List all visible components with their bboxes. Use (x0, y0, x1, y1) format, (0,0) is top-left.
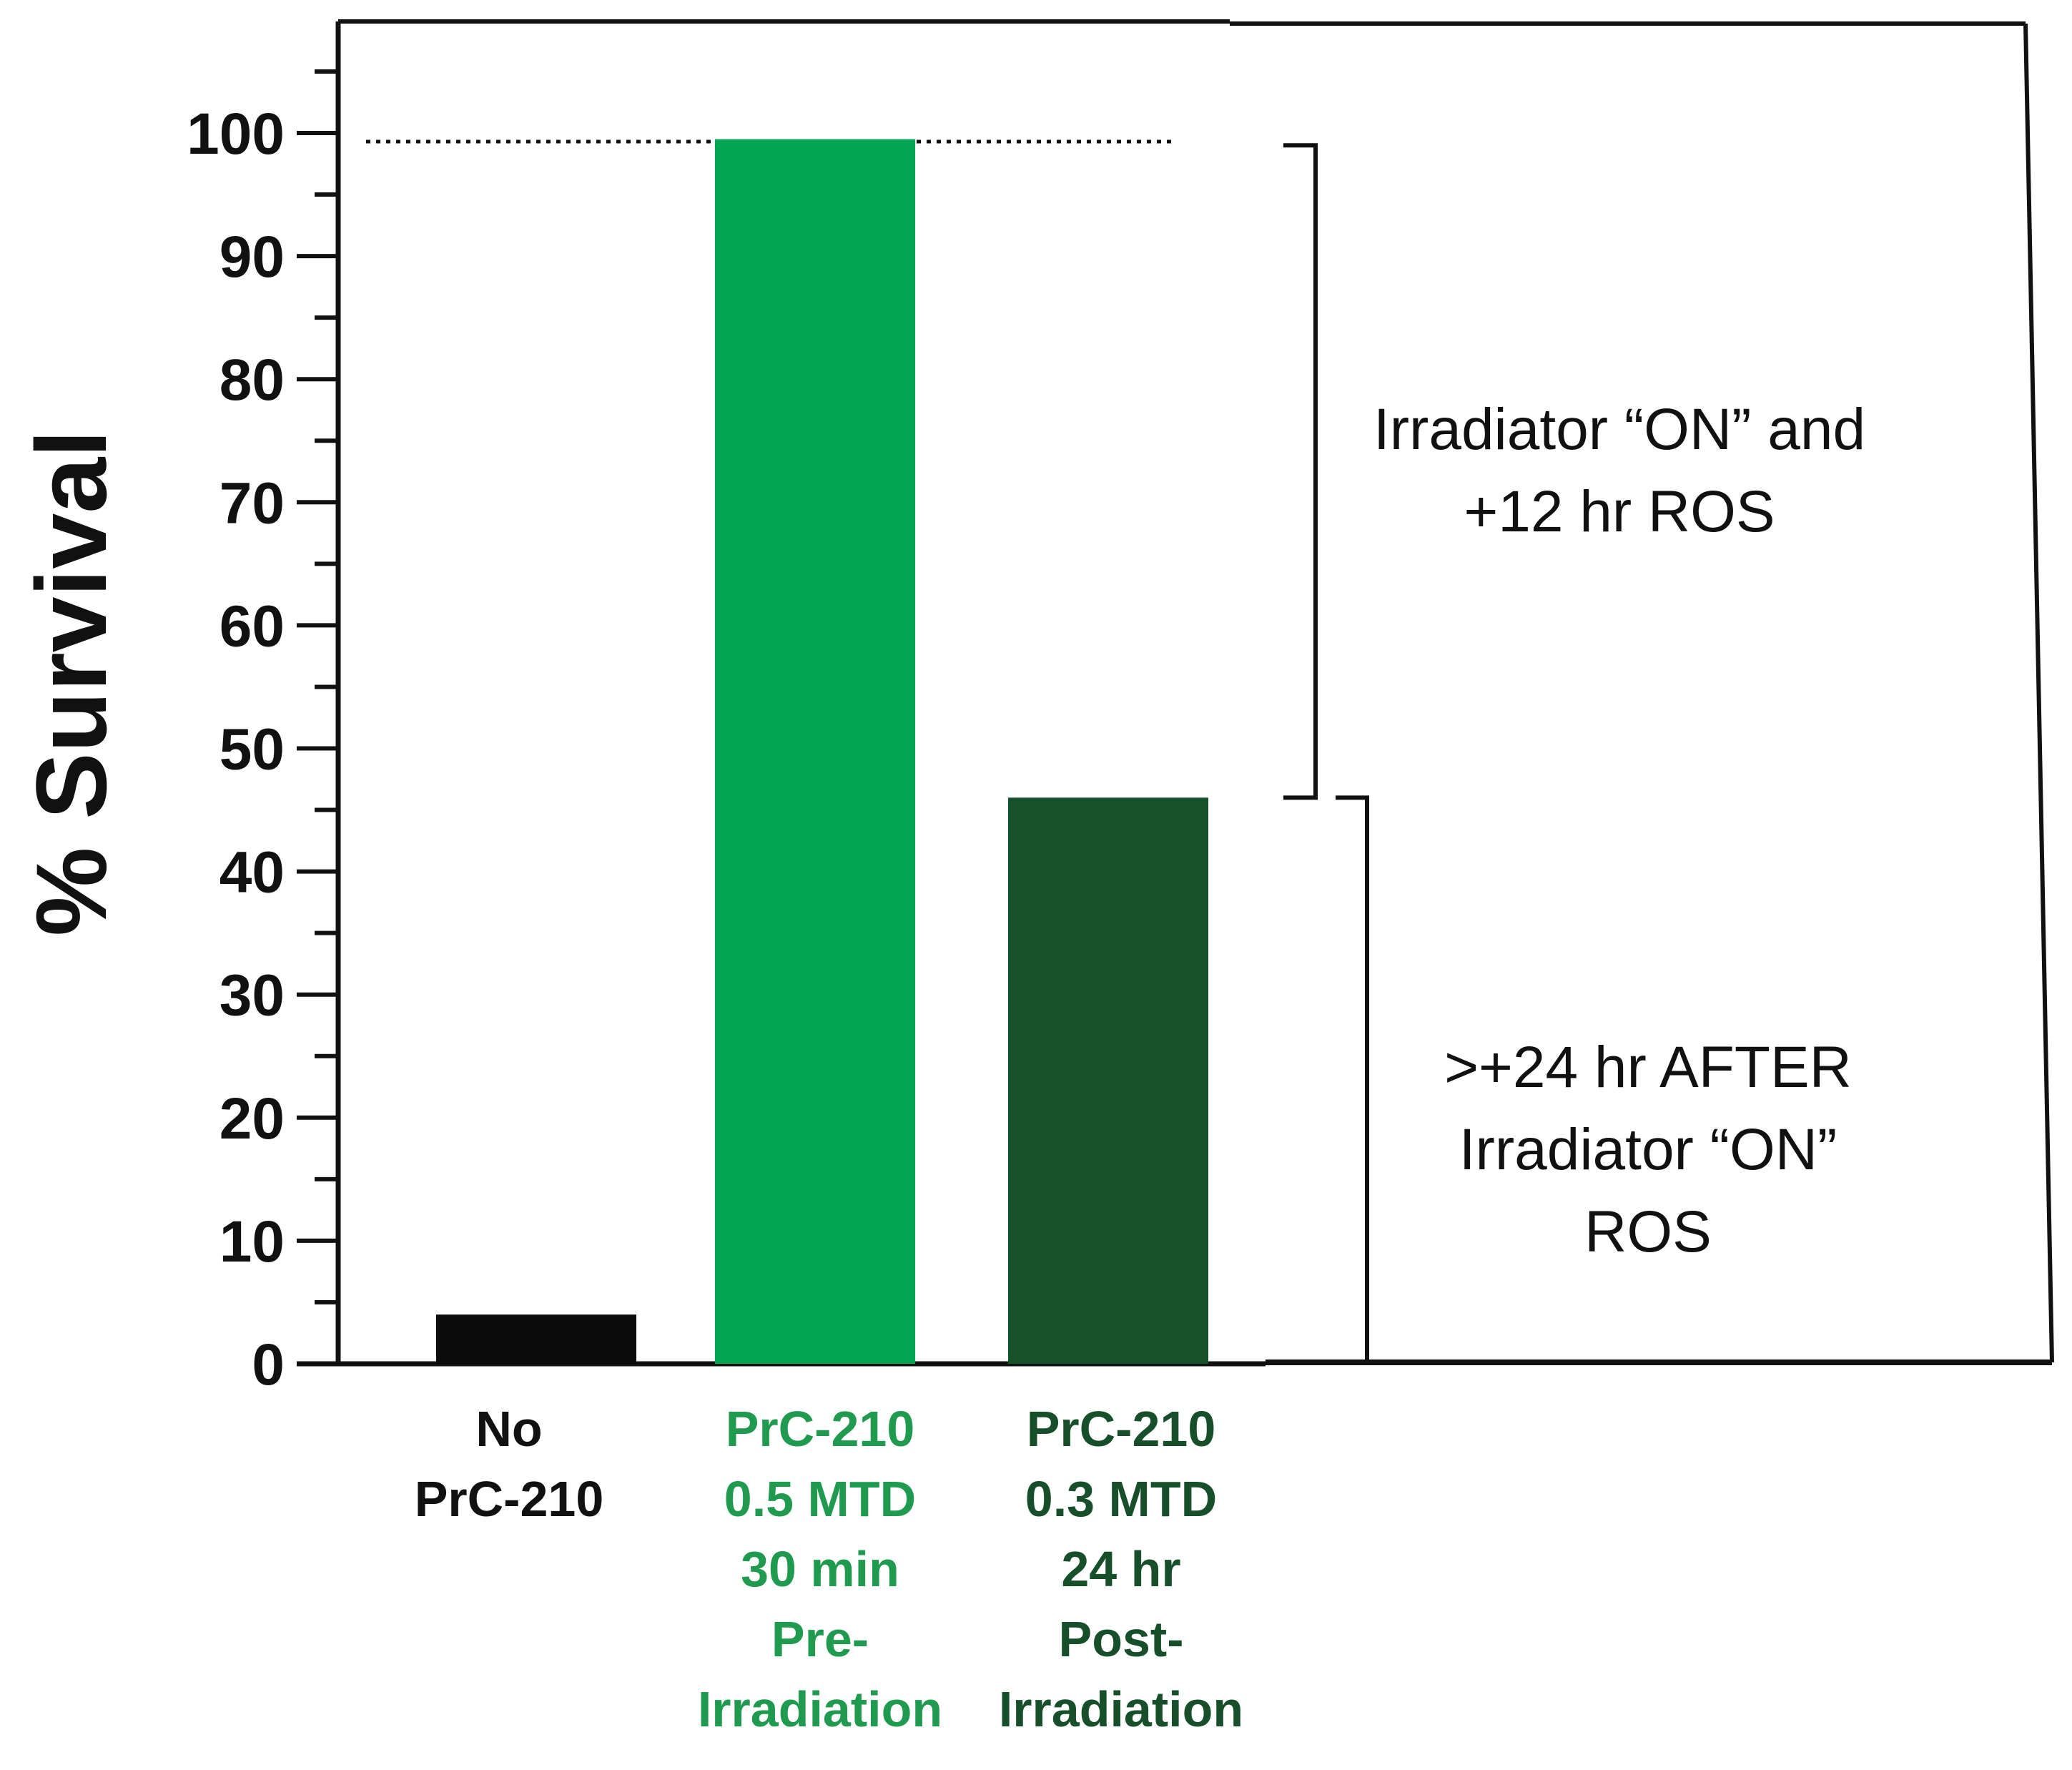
category-label-line: 24 hr (1061, 1541, 1180, 1597)
frame-right (2023, 23, 2054, 1363)
annotation-line: Irradiator “ON” (1459, 1117, 1837, 1182)
y-tick-label: 70 (219, 471, 285, 536)
bar (715, 139, 915, 1365)
category-label: No PrC-210 (415, 1401, 604, 1527)
y-tick-label: 30 (219, 963, 285, 1028)
category-label: PrC-210 0.3 MTD 24 hr Post- Irradiation (999, 1401, 1243, 1737)
category-label-line: PrC-210 (415, 1471, 604, 1527)
bracket-upper (1283, 143, 1318, 800)
y-tick-label: 20 (219, 1086, 285, 1151)
bar (1008, 797, 1208, 1364)
y-tick-label: 60 (219, 594, 285, 659)
category-label: PrC-210 0.5 MTD 30 min Pre- Irradiation (698, 1401, 942, 1737)
category-label-line: 0.3 MTD (1025, 1471, 1217, 1527)
category-label-line: Irradiation (999, 1681, 1243, 1737)
category-label-line: Pre- (771, 1611, 869, 1667)
annotation-line: ROS (1584, 1199, 1712, 1264)
y-tick-label: 100 (187, 102, 285, 167)
y-tick-label: 80 (219, 348, 285, 413)
bracket-lower (1336, 795, 1369, 1364)
category-label-line: PrC-210 (1027, 1401, 1216, 1457)
annotation-line: +12 hr ROS (1464, 479, 1775, 544)
y-axis-label: % Survival (15, 430, 127, 936)
category-labels: No PrC-210 PrC-210 0.5 MTD 30 min Pre- Irradia… (415, 1401, 1243, 1737)
y-tick-label: 10 (219, 1209, 285, 1274)
category-label-line: 0.5 MTD (724, 1471, 916, 1527)
category-label-line: Post- (1059, 1611, 1184, 1667)
category-label-line: Irradiation (698, 1681, 942, 1737)
annotations: Irradiator “ON” and +12 hr ROS >+24 hr AFT… (1283, 143, 1865, 1364)
category-label-line: PrC-210 (726, 1401, 915, 1457)
bars-group (436, 139, 1208, 1365)
annotation-text: Irradiator “ON” and +12 hr ROS (1373, 397, 1865, 544)
annotation-line: Irradiator “ON” and (1373, 397, 1865, 462)
category-label-line: 30 min (741, 1541, 899, 1597)
y-tick-label: 90 (219, 225, 285, 290)
y-tick-label: 50 (219, 717, 285, 782)
bar (436, 1314, 636, 1364)
y-tick-label: 40 (219, 840, 285, 905)
category-label-line: No (475, 1401, 542, 1457)
annotation-text: >+24 hr AFTER Irradiator “ON” ROS (1444, 1035, 1852, 1264)
y-tick-label: 0 (252, 1332, 285, 1397)
annotation-line: >+24 hr AFTER (1444, 1035, 1852, 1100)
y-axis: 0 10 20 30 40 50 60 70 80 90 100 (187, 69, 338, 1397)
